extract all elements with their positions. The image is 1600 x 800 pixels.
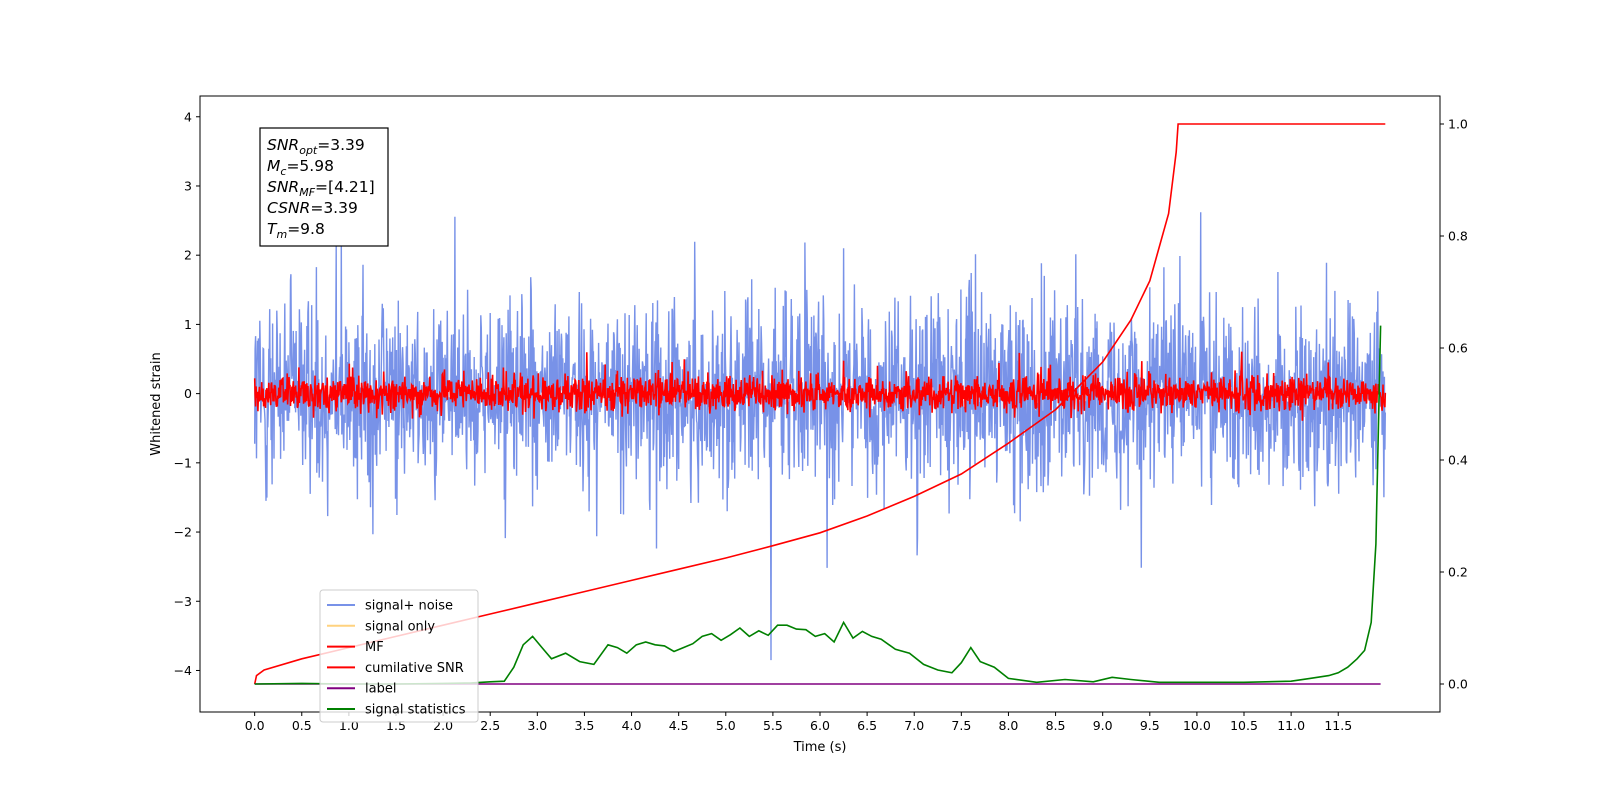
x-tick-label: 5.5	[763, 718, 783, 733]
legend-label: signal only	[365, 619, 435, 634]
x-tick-label: 0.5	[292, 718, 312, 733]
y-tick-label: 0	[184, 386, 192, 401]
x-tick-label: 2.5	[480, 718, 500, 733]
x-axis-label: Time (s)	[793, 740, 847, 755]
legend-label: signal+ noise	[365, 599, 453, 614]
annotation-value: =3.39	[310, 199, 358, 217]
y2-tick-label: 0.8	[1448, 229, 1468, 244]
y-tick-label: 4	[184, 109, 192, 124]
y2-tick-label: 1.0	[1448, 117, 1468, 132]
y-tick-label: −1	[174, 455, 192, 470]
annotation-value: =5.98	[286, 157, 334, 175]
annotation-symbol: SNR	[267, 136, 299, 154]
y2-tick-label: 0.2	[1448, 565, 1468, 580]
x-tick-label: 7.0	[904, 718, 924, 733]
annotation-value: =3.39	[317, 136, 365, 154]
annotation-subscript: MF	[299, 186, 315, 199]
x-tick-label: 10.5	[1230, 718, 1258, 733]
legend-frame	[319, 589, 479, 723]
annotation-line: CSNR=3.39	[267, 199, 358, 217]
y-tick-label: 3	[184, 178, 192, 193]
x-tick-label: 4.0	[622, 718, 642, 733]
x-tick-label: 5.0	[716, 718, 736, 733]
x-tick-label: 6.5	[857, 718, 877, 733]
annotation-symbol: M	[267, 157, 280, 175]
annotation-box: SNRopt=3.39Mc=5.98SNRMF=[4.21]CSNR=3.39T…	[259, 127, 389, 247]
x-tick-label: 6.0	[810, 718, 830, 733]
annotation-symbol: CSNR	[267, 199, 310, 217]
series-mf-line	[253, 351, 1387, 421]
x-tick-label: 8.5	[1046, 718, 1066, 733]
annotation-symbol: T	[267, 220, 278, 238]
y2-tick-label: 0.0	[1448, 677, 1468, 692]
x-tick-label: 10.0	[1183, 718, 1211, 733]
x-tick-label: 4.5	[669, 718, 689, 733]
x-tick-label: 7.5	[951, 718, 971, 733]
annotation-value: =[4.21]	[315, 178, 375, 196]
x-tick-label: 9.0	[1093, 718, 1113, 733]
y-tick-label: 1	[184, 317, 192, 332]
legend: signal+ noise signal only MF cumilative SNR…	[319, 589, 479, 723]
legend-label: label	[365, 682, 396, 697]
x-tick-label: 9.5	[1140, 718, 1160, 733]
annotation-subscript: c	[280, 165, 286, 178]
y-axis-right: 1.0 0.8 0.6 0.4 0.2 0.0	[1440, 117, 1468, 692]
y2-tick-label: 0.4	[1448, 453, 1468, 468]
y2-tick-label: 0.6	[1448, 341, 1468, 356]
annotation-box-frame	[259, 127, 389, 247]
annotation-symbol: SNR	[267, 178, 299, 196]
y-tick-label: −4	[174, 663, 192, 678]
annotation-line: SNRMF=[4.21]	[267, 178, 375, 199]
series-signal-statistics-line	[254, 325, 1382, 685]
legend-label: MF	[365, 640, 384, 655]
annotation-subscript: m	[276, 228, 287, 241]
annotation-line: SNRopt=3.39	[267, 136, 365, 157]
y-axis-left: 4 3 2 1 0 −1 −2 −3 −4	[174, 109, 200, 678]
y-tick-label: 2	[184, 248, 192, 263]
x-tick-label: 3.5	[574, 718, 594, 733]
x-axis: 0.0 0.5 1.0 1.5 2.0 2.5 3.0 3.5 4.0 4.5 5.0 5.5 6.0 6…	[245, 712, 1352, 733]
annotation-subscript: opt	[299, 144, 318, 157]
y-tick-label: −3	[174, 594, 192, 609]
annotation-line: Mc=5.98	[267, 157, 334, 178]
annotation-line: Tm=9.8	[267, 220, 325, 241]
x-tick-label: 11.5	[1324, 718, 1352, 733]
y-tick-label: −2	[174, 525, 192, 540]
x-tick-label: 11.0	[1277, 718, 1305, 733]
x-tick-label: 8.0	[999, 718, 1019, 733]
annotation-value: =9.8	[287, 220, 325, 238]
legend-label: signal statistics	[365, 703, 466, 718]
x-tick-label: 0.0	[245, 718, 265, 733]
x-tick-label: 3.0	[527, 718, 547, 733]
y-axis-label: Whitened strain	[149, 352, 164, 455]
series-signal-noise-line	[254, 212, 1386, 661]
legend-label: cumilative SNR	[365, 661, 464, 676]
